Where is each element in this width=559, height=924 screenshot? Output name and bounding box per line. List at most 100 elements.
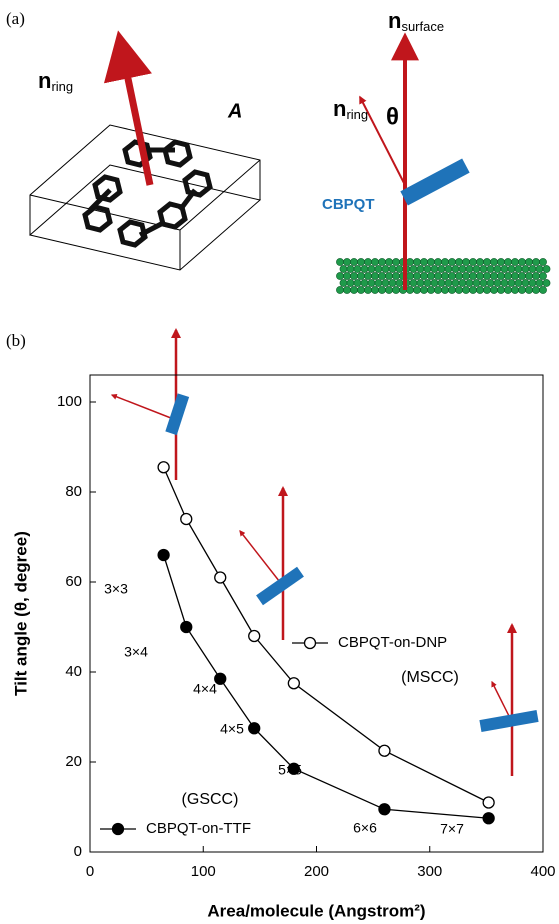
data-point	[214, 571, 227, 584]
x-axis-label: Area/molecule (Angstrom²)	[207, 901, 425, 920]
atom	[343, 258, 351, 266]
atom	[448, 258, 456, 266]
atom	[504, 286, 512, 294]
x-tick-label: 300	[417, 863, 442, 880]
data-point	[378, 744, 391, 757]
surface	[336, 258, 551, 294]
atom	[413, 286, 421, 294]
atom	[339, 279, 348, 287]
atom	[441, 258, 449, 266]
atom	[406, 286, 414, 294]
atom	[521, 265, 530, 273]
atom	[472, 265, 481, 273]
atom	[378, 258, 386, 266]
atom	[350, 272, 358, 280]
atom	[339, 265, 348, 273]
point-label: 3×4	[124, 644, 148, 660]
n-main: n	[38, 68, 51, 93]
data-point	[482, 812, 495, 825]
data-point	[378, 803, 391, 816]
atom	[441, 286, 449, 294]
ring-symbol	[400, 158, 470, 206]
atom	[514, 279, 523, 287]
x-tick-label: 400	[530, 863, 555, 880]
legend-label: CBPQT-on-DNP	[338, 634, 447, 651]
n-main: n	[333, 96, 346, 121]
atom	[500, 265, 509, 273]
atom	[444, 265, 453, 273]
atom	[525, 258, 533, 266]
n-main: n	[388, 8, 401, 33]
atom	[378, 286, 386, 294]
atom	[486, 279, 495, 287]
y-tick-label: 0	[74, 843, 82, 860]
atom	[378, 272, 386, 280]
atom	[353, 279, 362, 287]
data-point	[287, 762, 301, 775]
atom	[525, 286, 533, 294]
y-tick-label: 60	[65, 573, 82, 590]
data-point	[157, 548, 170, 562]
atom	[465, 279, 474, 287]
atom	[381, 279, 390, 287]
atom	[364, 286, 372, 294]
data-point	[248, 629, 261, 643]
atom	[542, 265, 551, 273]
atom	[465, 265, 474, 273]
legend-marker	[111, 822, 125, 836]
atom	[434, 272, 442, 280]
atom	[542, 279, 551, 287]
point-label: 3×3	[104, 581, 128, 597]
atom	[423, 265, 432, 273]
atom	[469, 258, 477, 266]
point-label: 7×7	[440, 821, 464, 837]
atom	[490, 286, 498, 294]
atom	[451, 279, 460, 287]
atom	[462, 286, 470, 294]
atom	[525, 272, 533, 280]
atom	[395, 265, 404, 273]
atom	[437, 265, 446, 273]
atom	[532, 258, 540, 266]
atom	[518, 286, 526, 294]
atom	[479, 279, 488, 287]
atom	[364, 272, 372, 280]
atom	[483, 272, 491, 280]
atom	[392, 286, 400, 294]
atom	[500, 279, 509, 287]
legend-label: CBPQT-on-TTF	[146, 820, 251, 837]
atom	[427, 258, 435, 266]
atom	[514, 265, 523, 273]
atom	[490, 272, 498, 280]
data-point	[287, 677, 301, 690]
atom	[462, 258, 470, 266]
atom	[539, 286, 547, 294]
atom	[350, 258, 358, 266]
atom	[448, 272, 456, 280]
atom	[367, 279, 376, 287]
atom	[388, 279, 397, 287]
atom	[364, 258, 372, 266]
atom	[367, 265, 376, 273]
atom	[528, 265, 537, 273]
atom	[455, 272, 463, 280]
atom	[455, 286, 463, 294]
atom	[535, 279, 544, 287]
ring-molecule	[82, 139, 213, 248]
plot-frame	[89, 374, 544, 853]
atom	[497, 286, 505, 294]
point-label: 4×5	[220, 721, 244, 737]
atom	[427, 272, 435, 280]
atom	[511, 272, 519, 280]
atom	[423, 279, 432, 287]
atom	[357, 286, 365, 294]
atom	[385, 258, 393, 266]
molecule-label: CBPQT	[322, 196, 375, 213]
atom	[469, 272, 477, 280]
atom	[409, 265, 418, 273]
y-tick-label: 80	[65, 483, 82, 500]
atom	[343, 286, 351, 294]
atom	[395, 279, 404, 287]
atom	[371, 272, 379, 280]
